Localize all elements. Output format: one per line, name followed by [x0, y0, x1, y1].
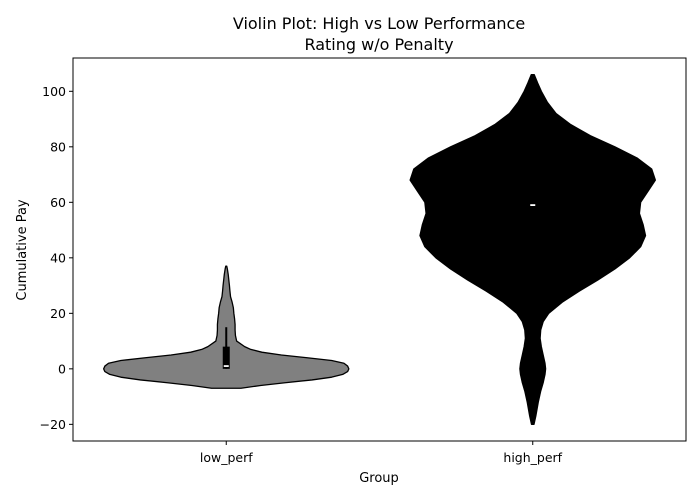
y-tick-label: 0 — [58, 361, 66, 376]
y-tick-label: −20 — [40, 417, 66, 432]
x-axis-label: Group — [359, 471, 399, 486]
violin-body-low_perf — [103, 265, 350, 389]
plot-frame — [72, 57, 687, 442]
y-tick-label: 80 — [50, 139, 66, 154]
violin-iqr-box-low_perf — [222, 346, 230, 369]
y-tick-label: 40 — [50, 250, 66, 265]
violins-layer — [103, 74, 656, 425]
y-axis-ticks: −20 0 20 40 60 80 100 — [40, 84, 73, 432]
chart-title-line1: Violin Plot: High vs Low Performance — [233, 14, 525, 33]
y-axis-label: Cumulative Pay — [15, 199, 30, 301]
x-tick-label: low_perf — [200, 450, 253, 465]
x-tick-label: high_perf — [503, 450, 562, 465]
y-tick-label: 100 — [42, 84, 66, 99]
y-tick-label: 20 — [50, 306, 66, 321]
x-axis-ticks: low_perf high_perf — [200, 441, 563, 465]
chart-title-line2: Rating w/o Penalty — [304, 35, 453, 54]
violin-body-high_perf — [409, 74, 656, 425]
y-tick-label: 60 — [50, 195, 66, 210]
